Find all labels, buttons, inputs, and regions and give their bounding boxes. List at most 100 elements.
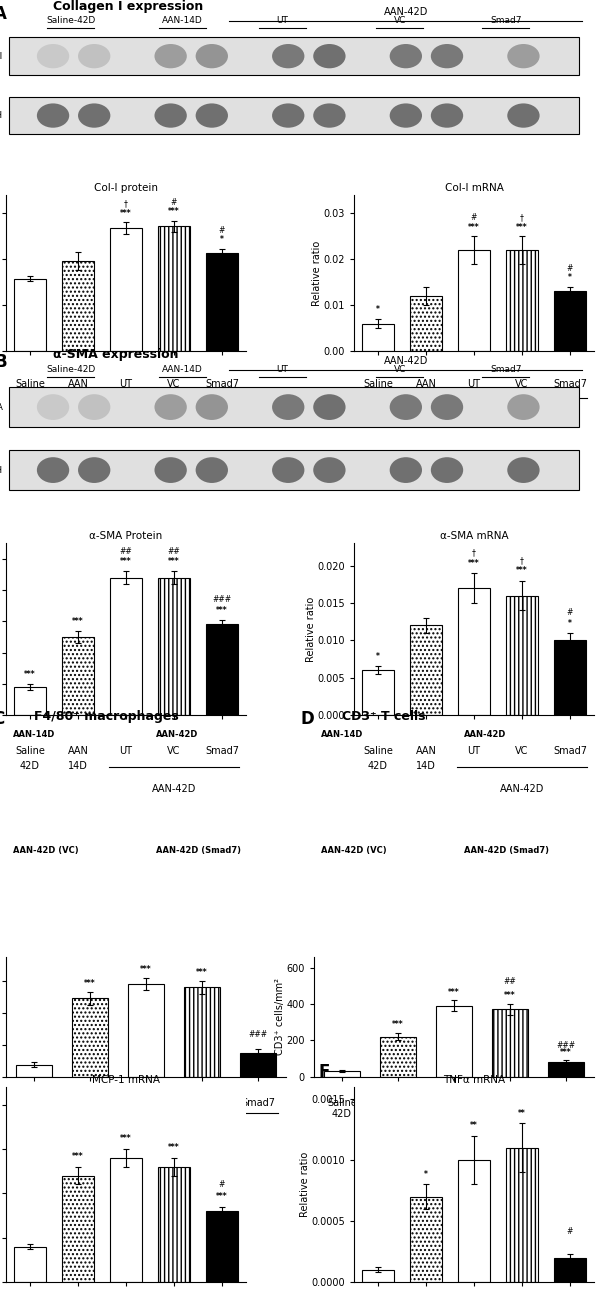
Text: Saline-42D: Saline-42D xyxy=(46,365,95,374)
Text: Collagen I expression: Collagen I expression xyxy=(53,0,203,13)
Text: **: ** xyxy=(518,1109,526,1118)
Text: AAN: AAN xyxy=(416,746,436,756)
Text: Smad7: Smad7 xyxy=(490,365,521,374)
Text: 14D: 14D xyxy=(416,761,436,772)
Text: Smad7: Smad7 xyxy=(553,379,587,390)
Bar xyxy=(458,1160,490,1282)
Text: AAN: AAN xyxy=(416,379,436,390)
Text: C: C xyxy=(0,710,4,728)
Bar xyxy=(458,250,490,351)
Text: #: # xyxy=(567,264,573,273)
Text: AAN-42D: AAN-42D xyxy=(180,1124,224,1134)
Ellipse shape xyxy=(313,104,346,128)
Bar xyxy=(362,1270,394,1282)
Ellipse shape xyxy=(507,44,539,69)
Ellipse shape xyxy=(431,104,463,128)
Text: AAN-42D: AAN-42D xyxy=(383,8,428,17)
Text: Smad7: Smad7 xyxy=(490,16,521,25)
Bar xyxy=(110,1158,142,1282)
Text: AAN: AAN xyxy=(388,1098,409,1109)
Text: ***: *** xyxy=(168,207,180,216)
Text: #: # xyxy=(567,1228,573,1237)
Bar xyxy=(206,624,238,715)
Bar xyxy=(458,588,490,715)
Ellipse shape xyxy=(37,44,69,69)
Text: CD3⁺ T cells: CD3⁺ T cells xyxy=(342,710,425,723)
Text: UT: UT xyxy=(119,746,133,756)
Text: ***: *** xyxy=(168,1143,180,1153)
Text: ***: *** xyxy=(468,559,480,569)
Text: †: † xyxy=(472,549,476,558)
Text: UT: UT xyxy=(139,1098,152,1109)
Ellipse shape xyxy=(196,394,228,420)
Text: ***: *** xyxy=(560,1048,572,1057)
Ellipse shape xyxy=(313,457,346,483)
Text: ***: *** xyxy=(120,208,132,218)
Bar xyxy=(380,1037,416,1076)
Ellipse shape xyxy=(37,394,69,420)
Text: AAN-14D: AAN-14D xyxy=(162,16,203,25)
Ellipse shape xyxy=(389,457,422,483)
Title: α-SMA Protein: α-SMA Protein xyxy=(89,531,163,541)
Text: Saline: Saline xyxy=(327,1098,357,1109)
Text: ###: ### xyxy=(556,1040,575,1049)
Text: ###: ### xyxy=(212,596,232,605)
Ellipse shape xyxy=(272,44,304,69)
Ellipse shape xyxy=(154,394,187,420)
Text: *: * xyxy=(220,236,224,245)
Ellipse shape xyxy=(196,457,228,483)
Text: Smad7: Smad7 xyxy=(205,379,239,390)
Text: †: † xyxy=(124,199,128,208)
Bar xyxy=(240,1053,276,1076)
Ellipse shape xyxy=(313,394,346,420)
Text: 14D: 14D xyxy=(80,1109,100,1119)
Text: *: * xyxy=(424,1169,428,1178)
Text: VC: VC xyxy=(503,1098,517,1109)
Text: #: # xyxy=(219,227,225,236)
Text: *: * xyxy=(376,653,380,662)
Text: UT: UT xyxy=(448,1098,461,1109)
Text: AAN-42D: AAN-42D xyxy=(500,783,544,794)
Text: Saline: Saline xyxy=(363,379,393,390)
Bar xyxy=(62,1176,94,1282)
FancyBboxPatch shape xyxy=(9,97,580,135)
Bar xyxy=(72,998,108,1076)
Text: Col-I: Col-I xyxy=(0,52,3,61)
Text: ***: *** xyxy=(504,992,516,1001)
Ellipse shape xyxy=(78,394,110,420)
Text: ***: *** xyxy=(196,969,208,978)
Ellipse shape xyxy=(196,44,228,69)
Text: ***: *** xyxy=(516,566,528,575)
Text: ***: *** xyxy=(120,557,132,566)
Text: α-SMA expression: α-SMA expression xyxy=(53,347,179,360)
Text: AAN-42D (VC): AAN-42D (VC) xyxy=(13,846,79,855)
Bar xyxy=(62,637,94,715)
Ellipse shape xyxy=(389,104,422,128)
Text: AAN-42D: AAN-42D xyxy=(152,783,196,794)
Text: ***: *** xyxy=(216,606,228,615)
Y-axis label: CD3⁺ cells/mm²: CD3⁺ cells/mm² xyxy=(275,978,285,1055)
Text: 42D: 42D xyxy=(332,1109,352,1119)
Text: Saline: Saline xyxy=(15,746,45,756)
Bar xyxy=(62,262,94,351)
Text: VC: VC xyxy=(515,379,529,390)
Text: VC: VC xyxy=(167,379,181,390)
Ellipse shape xyxy=(507,457,539,483)
Bar xyxy=(184,987,220,1076)
Ellipse shape xyxy=(389,44,422,69)
Ellipse shape xyxy=(431,44,463,69)
Y-axis label: Relative ratio: Relative ratio xyxy=(300,1151,310,1217)
Text: #: # xyxy=(171,198,177,207)
Text: *: * xyxy=(376,306,380,315)
Text: Smad7: Smad7 xyxy=(553,746,587,756)
Title: TNFα mRNA: TNFα mRNA xyxy=(443,1075,505,1085)
Ellipse shape xyxy=(272,394,304,420)
Title: Col-I mRNA: Col-I mRNA xyxy=(445,183,503,193)
Ellipse shape xyxy=(37,104,69,128)
Ellipse shape xyxy=(154,44,187,69)
Text: AAN-42D: AAN-42D xyxy=(383,356,428,366)
Bar xyxy=(410,625,442,715)
Text: AAN-14D: AAN-14D xyxy=(13,730,55,739)
Bar xyxy=(128,984,164,1076)
Bar xyxy=(492,1010,528,1076)
